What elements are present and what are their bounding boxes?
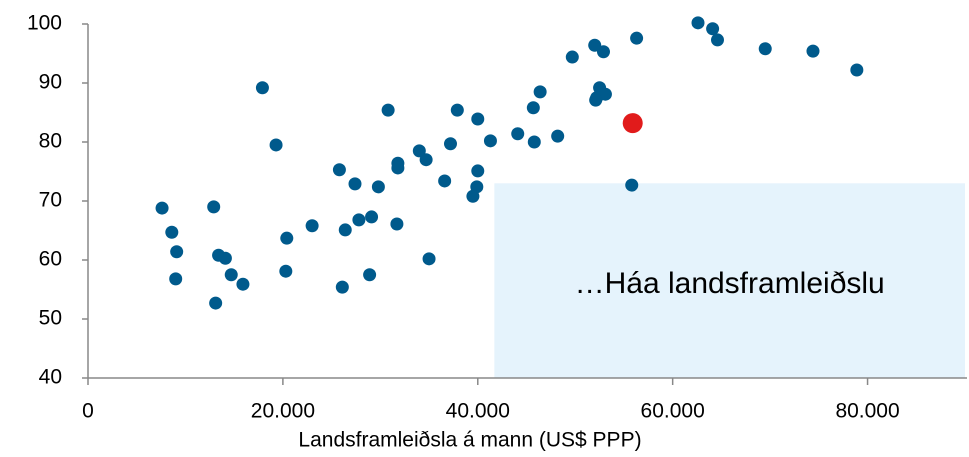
data-point bbox=[630, 31, 644, 45]
data-point bbox=[471, 164, 485, 178]
data-point bbox=[209, 296, 223, 310]
data-point bbox=[236, 277, 250, 291]
data-point bbox=[806, 44, 820, 58]
data-point bbox=[280, 231, 294, 245]
data-point bbox=[391, 161, 405, 175]
highlight-point bbox=[622, 113, 643, 134]
data-point bbox=[471, 112, 485, 126]
highlight-region bbox=[494, 183, 965, 378]
y-tick-label: 40 bbox=[39, 366, 62, 389]
data-point bbox=[269, 138, 283, 152]
data-point bbox=[170, 245, 184, 259]
data-point bbox=[710, 33, 724, 47]
data-point bbox=[390, 217, 404, 231]
data-point bbox=[422, 252, 436, 266]
data-point bbox=[526, 101, 540, 115]
data-point bbox=[332, 163, 346, 177]
data-point bbox=[255, 81, 269, 95]
data-point bbox=[279, 264, 293, 278]
y-tick-label: 50 bbox=[39, 307, 62, 330]
x-tick-label: 40.000 bbox=[446, 400, 510, 423]
y-tick-label: 90 bbox=[39, 71, 62, 94]
data-point bbox=[533, 85, 547, 99]
x-tick-label: 80.000 bbox=[835, 400, 899, 423]
data-point bbox=[625, 178, 639, 192]
data-point bbox=[596, 45, 610, 59]
data-point bbox=[565, 50, 579, 64]
data-point bbox=[335, 280, 349, 294]
y-tick-label: 80 bbox=[39, 130, 62, 153]
data-point bbox=[758, 42, 772, 56]
data-point bbox=[224, 268, 238, 282]
data-point bbox=[371, 180, 385, 194]
x-tick-label: 60.000 bbox=[641, 400, 705, 423]
data-point bbox=[352, 213, 366, 227]
data-point bbox=[305, 219, 319, 233]
data-point bbox=[363, 268, 377, 282]
data-point bbox=[381, 103, 395, 117]
y-tick-label: 60 bbox=[39, 248, 62, 271]
data-point bbox=[551, 129, 565, 143]
data-point bbox=[589, 93, 603, 107]
x-tick-label: 0 bbox=[82, 400, 94, 423]
y-tick-label: 70 bbox=[39, 189, 62, 212]
data-point bbox=[412, 144, 426, 158]
data-point bbox=[419, 153, 433, 167]
data-point bbox=[706, 22, 720, 36]
data-point bbox=[155, 201, 169, 215]
x-axis-label: Landsframleiðsla á mann (US$ PPP) bbox=[298, 429, 641, 452]
x-tick-label: 20.000 bbox=[251, 400, 315, 423]
data-point bbox=[169, 272, 183, 286]
data-point bbox=[165, 225, 179, 239]
data-point bbox=[348, 177, 362, 191]
data-point bbox=[850, 63, 864, 77]
data-point bbox=[450, 103, 464, 117]
data-point bbox=[483, 134, 497, 148]
data-point bbox=[207, 200, 221, 214]
data-point bbox=[691, 16, 705, 30]
data-point bbox=[438, 174, 452, 188]
data-point bbox=[598, 87, 612, 101]
data-point bbox=[218, 251, 232, 265]
data-point bbox=[338, 223, 352, 237]
data-point bbox=[511, 127, 525, 141]
y-tick-label: 100 bbox=[27, 12, 62, 35]
data-point bbox=[443, 137, 457, 151]
data-point bbox=[527, 135, 541, 149]
data-point bbox=[466, 189, 480, 203]
data-point bbox=[365, 210, 379, 224]
region-label: …Háa landsframleiðslu bbox=[575, 267, 885, 300]
